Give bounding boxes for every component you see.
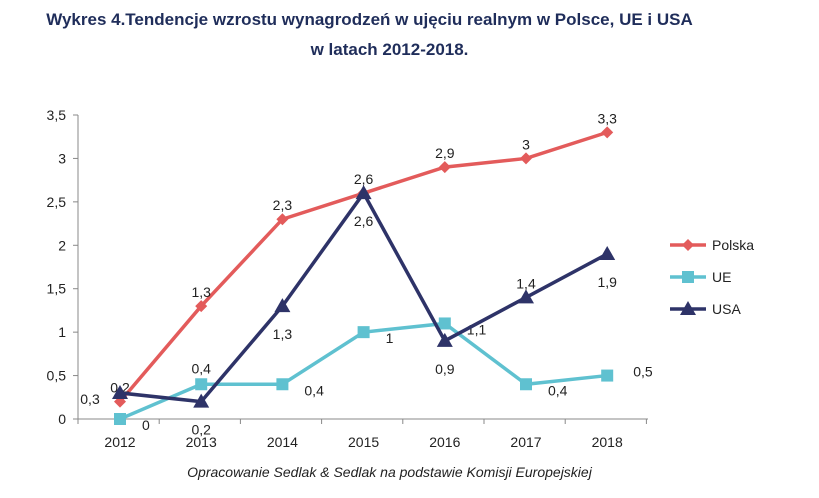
data-point-polska [438, 161, 451, 174]
data-label-usa: 0,9 [435, 361, 455, 377]
y-tick-label: 0 [58, 411, 66, 427]
data-point-usa [599, 245, 616, 260]
data-point-polska [520, 152, 532, 165]
legend-label-ue: UE [712, 269, 731, 285]
data-label-ue: 0,4 [548, 382, 568, 398]
data-label-polska: 3 [522, 136, 530, 152]
y-tick-label: 2,5 [47, 194, 67, 210]
data-point-polska [195, 300, 208, 313]
legend-marker-usa [680, 301, 696, 315]
y-tick-label: 1 [58, 324, 66, 340]
y-tick-label: 3,5 [47, 107, 67, 123]
data-point-usa [193, 393, 210, 408]
x-tick-label: 2014 [267, 434, 298, 450]
data-point-usa [436, 332, 453, 347]
data-label-ue: 0 [142, 417, 150, 433]
data-label-ue: 0,4 [191, 360, 211, 376]
data-point-ue [438, 317, 451, 330]
x-tick-label: 2015 [348, 434, 379, 450]
data-label-ue: 0,4 [304, 382, 324, 398]
data-point-ue [601, 369, 614, 382]
data-point-ue [276, 378, 289, 391]
y-tick-label: 0,5 [47, 368, 67, 384]
data-point-ue [357, 326, 370, 339]
x-tick-label: 2013 [186, 434, 217, 450]
legend-label-polska: Polska [712, 237, 754, 253]
data-point-usa [274, 298, 291, 313]
data-point-ue [195, 378, 208, 391]
chart-subtitle: w latach 2012-2018. [310, 40, 469, 59]
data-label-usa: 2,6 [354, 213, 374, 229]
y-tick-label: 3 [58, 150, 66, 166]
x-tick-label: 2018 [592, 434, 623, 450]
data-label-usa: 0,2 [191, 422, 211, 438]
data-label-polska: 2,6 [354, 171, 374, 187]
chart-source: Opracowanie Sedlak & Sedlak na podstawie… [187, 464, 592, 480]
chart-title: Wykres 4.Tendencje wzrostu wynagrodzeń w… [46, 10, 693, 29]
data-label-usa: 0,3 [80, 391, 100, 407]
y-tick-label: 1,5 [47, 281, 67, 297]
data-point-ue [114, 413, 126, 425]
data-point-ue [520, 378, 532, 391]
data-label-polska: 2,9 [435, 145, 455, 161]
data-label-usa: 1,4 [516, 275, 536, 291]
data-point-usa [112, 384, 128, 399]
y-tick-label: 2 [58, 237, 66, 253]
data-point-polska [601, 126, 614, 139]
legend-label-usa: USA [712, 301, 741, 317]
data-point-polska [276, 213, 289, 226]
x-tick-label: 2016 [429, 434, 460, 450]
data-label-polska: 2,3 [273, 197, 293, 213]
data-label-ue: 1 [386, 330, 394, 346]
data-label-usa: 1,9 [597, 274, 617, 290]
legend-marker-ue [682, 271, 694, 283]
data-label-usa: 1,3 [273, 326, 293, 342]
x-tick-label: 2017 [510, 434, 541, 450]
data-label-polska: 3,3 [597, 110, 617, 126]
data-point-usa [518, 289, 534, 304]
x-tick-label: 2012 [104, 434, 135, 450]
data-label-ue: 0,5 [633, 364, 653, 380]
legend-marker-polska [682, 239, 694, 251]
data-label-polska: 1,3 [191, 284, 211, 300]
data-point-usa [355, 185, 372, 200]
